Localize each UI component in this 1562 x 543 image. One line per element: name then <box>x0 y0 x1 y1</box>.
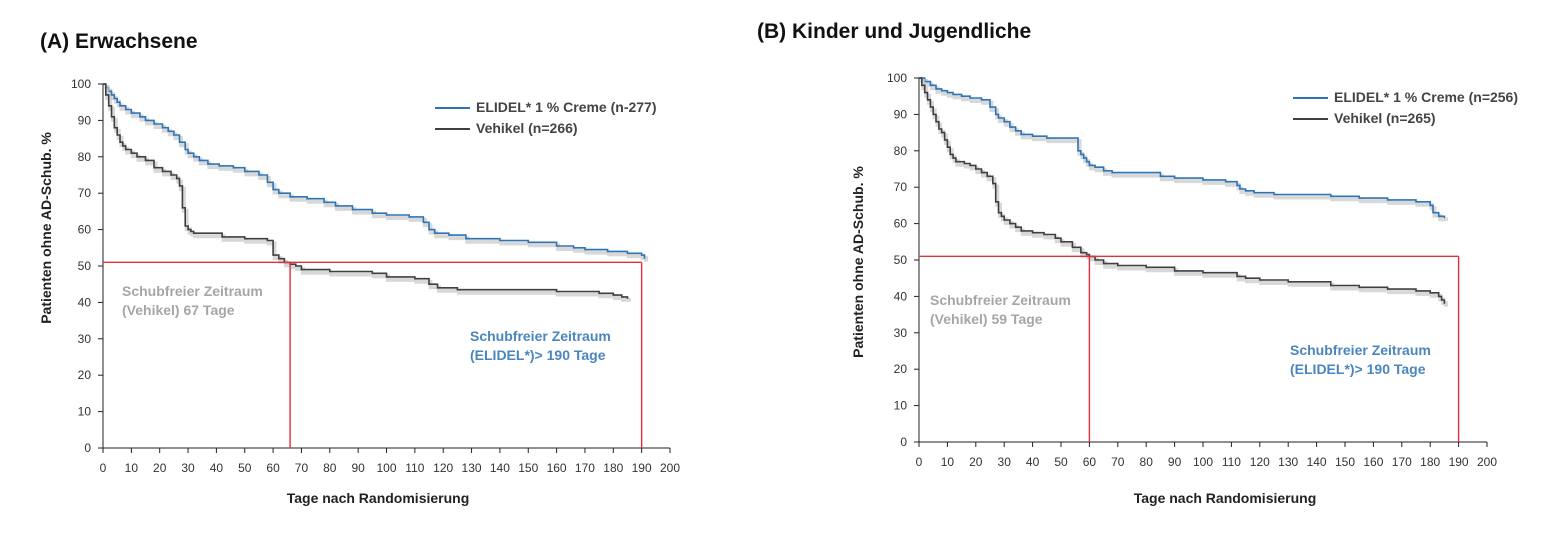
y-tick-label: 20 <box>894 362 908 376</box>
x-tick-label: 100 <box>376 461 396 475</box>
x-tick-label: 200 <box>660 461 680 475</box>
x-tick-label: 130 <box>462 461 482 475</box>
x-tick-label: 0 <box>100 461 107 475</box>
legend-label: Vehikel (n=266) <box>476 120 578 136</box>
x-tick-label: 70 <box>295 461 309 475</box>
annotation-line2: (Vehikel) 59 Tage <box>930 311 1043 327</box>
x-tick-label: 170 <box>575 461 595 475</box>
chart-plot: 0 10 20 30 40 50 60 70 80 90 100 0 10 20 30 40 50 60 70 80 9… <box>850 71 1518 506</box>
y-tick-label: 90 <box>78 113 92 127</box>
x-tick-label: 0 <box>916 455 923 469</box>
x-tick-label: 110 <box>1222 455 1241 469</box>
y-tick-label: 50 <box>78 259 92 273</box>
series-line-elidel <box>103 83 646 259</box>
y-tick-label: 20 <box>78 368 92 382</box>
y-axis-label: Patienten ohne AD-Schub. % <box>850 166 866 358</box>
x-tick-label: 180 <box>1420 455 1440 469</box>
y-tick-label: 40 <box>78 295 92 309</box>
x-tick-label: 90 <box>351 461 365 475</box>
x-tick-label: 180 <box>603 461 623 475</box>
legend-label: ELIDEL* 1 % Creme (n=256) <box>1334 89 1518 105</box>
annotation-line1: Schubfreier Zeitraum <box>122 283 263 299</box>
series-shadow <box>920 79 1448 307</box>
y-tick-label: 70 <box>78 186 92 200</box>
x-tick-label: 40 <box>1026 455 1040 469</box>
x-tick-label: 110 <box>405 461 424 475</box>
x-tick-label: 70 <box>1111 455 1125 469</box>
y-tick-label: 80 <box>894 144 908 158</box>
x-tick-label: 120 <box>433 461 453 475</box>
x-axis-label: Tage nach Randomisierung <box>1134 490 1317 506</box>
x-tick-label: 60 <box>266 461 280 475</box>
x-tick-label: 160 <box>1363 455 1383 469</box>
chart-title: (B) Kinder und Jugendliche <box>757 20 1032 43</box>
legend-label: Vehikel (n=265) <box>1334 110 1436 126</box>
y-tick-label: 100 <box>887 71 907 85</box>
y-tick-label: 90 <box>894 107 908 121</box>
y-axis-label: Patienten ohne AD-Schub. % <box>38 132 54 324</box>
x-tick-label: 80 <box>1140 455 1154 469</box>
x-tick-label: 200 <box>1477 455 1497 469</box>
y-tick-label: 40 <box>894 289 908 303</box>
x-tick-label: 80 <box>323 461 337 475</box>
x-tick-label: 60 <box>1083 455 1097 469</box>
y-tick-label: 0 <box>900 435 907 449</box>
x-tick-label: 50 <box>1054 455 1068 469</box>
annotation-line1: Schubfreier Zeitraum <box>470 328 611 344</box>
x-tick-label: 160 <box>547 461 567 475</box>
series-line-elidel <box>919 77 1446 219</box>
chart-title: (A) Erwachsene <box>40 30 198 53</box>
series-line-vehikel <box>919 77 1446 304</box>
y-tick-label: 10 <box>894 399 908 413</box>
y-tick-label: 30 <box>78 332 92 346</box>
annotation-line1: Schubfreier Zeitraum <box>1290 342 1431 358</box>
x-tick-label: 30 <box>998 455 1012 469</box>
x-tick-label: 140 <box>1307 455 1327 469</box>
y-tick-label: 60 <box>894 217 908 231</box>
series-line-vehikel <box>103 83 629 299</box>
x-tick-label: 50 <box>238 461 252 475</box>
chart-panel-adults: (A) Erwachsene 0 10 20 30 40 50 60 70 80 90 100 0 10… <box>0 0 760 543</box>
annotation-line1: Schubfreier Zeitraum <box>930 292 1071 308</box>
legend-label: ELIDEL* 1 % Creme (n-277) <box>476 99 657 115</box>
chart-panel-children: (B) Kinder und Jugendliche 0 10 20 30 40 50 60… <box>757 0 1562 543</box>
y-tick-label: 100 <box>71 77 91 91</box>
y-tick-label: 10 <box>78 405 92 419</box>
x-tick-label: 150 <box>518 461 538 475</box>
y-tick-label: 60 <box>78 223 92 237</box>
annotation-line2: (Vehikel) 67 Tage <box>122 302 235 318</box>
x-tick-label: 120 <box>1250 455 1270 469</box>
y-tick-label: 30 <box>894 326 908 340</box>
x-tick-label: 10 <box>941 455 955 469</box>
x-tick-label: 190 <box>1449 455 1469 469</box>
y-tick-label: 0 <box>84 441 91 455</box>
x-tick-label: 10 <box>125 461 139 475</box>
y-tick-label: 50 <box>894 253 908 267</box>
x-tick-label: 130 <box>1278 455 1298 469</box>
annotation-line2: (ELIDEL*)> 190 Tage <box>1290 361 1426 377</box>
x-tick-label: 170 <box>1392 455 1412 469</box>
x-tick-label: 20 <box>153 461 167 475</box>
x-axis-label: Tage nach Randomisierung <box>287 490 470 506</box>
x-tick-label: 190 <box>632 461 652 475</box>
chart-plot: 0 10 20 30 40 50 60 70 80 90 100 0 10 20 30 40 50 60 70 80 9… <box>38 77 680 506</box>
y-tick-label: 80 <box>78 150 92 164</box>
annotation-line2: (ELIDEL*)> 190 Tage <box>470 347 606 363</box>
series-shadow <box>920 79 1448 222</box>
x-tick-label: 20 <box>969 455 983 469</box>
x-tick-label: 40 <box>210 461 224 475</box>
x-tick-label: 150 <box>1335 455 1355 469</box>
x-tick-label: 90 <box>1168 455 1182 469</box>
x-tick-label: 30 <box>181 461 195 475</box>
series-shadow <box>104 85 648 262</box>
x-tick-label: 140 <box>490 461 510 475</box>
x-tick-label: 100 <box>1193 455 1213 469</box>
y-tick-label: 70 <box>894 180 908 194</box>
